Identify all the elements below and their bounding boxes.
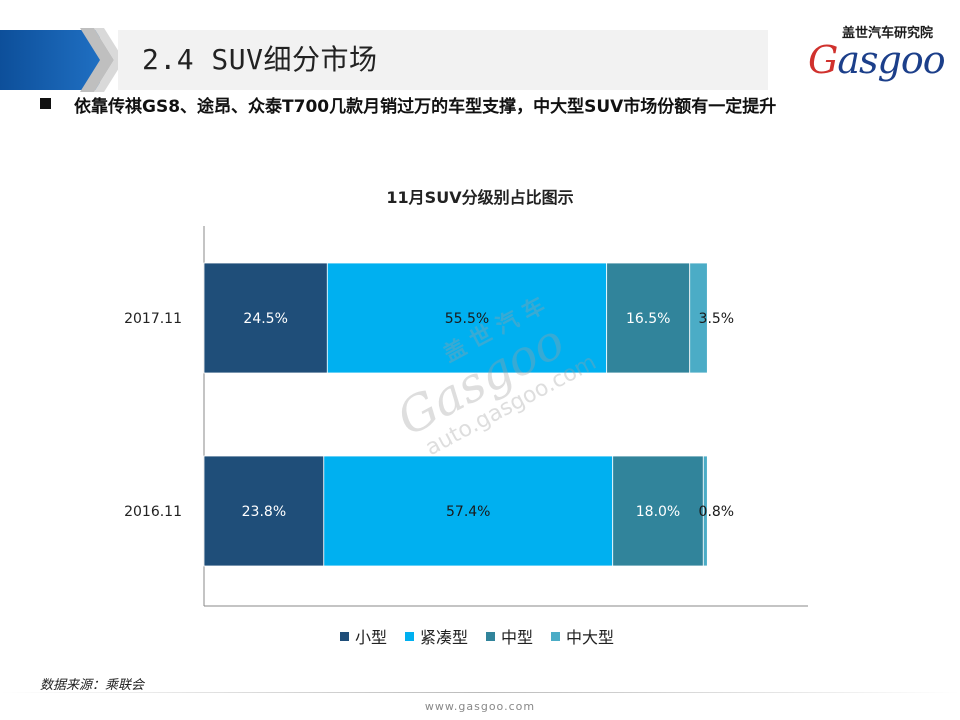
legend-swatch — [486, 631, 496, 641]
legend-swatch — [405, 631, 415, 641]
legend-item: 小型 — [340, 624, 387, 648]
data-label: 24.5% — [243, 311, 287, 327]
footer-url: www.gasgoo.com — [424, 700, 536, 713]
legend-label: 中型 — [501, 628, 534, 647]
bar-segment — [689, 262, 708, 374]
category-label: 2017.11 — [124, 311, 182, 327]
header-bar — [118, 30, 768, 90]
data-label: 0.8% — [699, 504, 735, 520]
page-title: 2.4 SUV细分市场 — [142, 43, 378, 76]
bar-segment — [606, 262, 691, 374]
logo-wordmark: Gasgoo — [808, 38, 946, 82]
legend-item: 中型 — [486, 624, 533, 648]
chart-legend: 小型 紧凑型 中型 中大型 — [340, 624, 614, 648]
bar-segment — [203, 262, 328, 374]
legend-label: 中大型 — [566, 628, 615, 647]
logo-caption: 盖世汽车研究院 — [842, 26, 934, 41]
header-accent-band — [0, 30, 100, 90]
bar-segment — [326, 262, 608, 374]
data-label: 16.5% — [626, 311, 670, 327]
footer-divider — [0, 692, 960, 693]
bar-segment — [323, 455, 614, 567]
legend-item: 中大型 — [551, 624, 614, 648]
bars-group: 2017.11 24.5% 55.5% 16.5% 3.5% 2016.11 23.8% 57… — [124, 262, 735, 567]
bar-segment — [612, 455, 704, 567]
gasgoo-logo: 盖世汽车研究院 Gasgoo — [790, 22, 950, 86]
legend-label: 紧凑型 — [420, 628, 469, 647]
data-label: 3.5% — [699, 311, 735, 327]
category-label: 2016.11 — [124, 504, 182, 520]
bullet-square-icon — [40, 98, 51, 109]
legend-swatch — [340, 631, 349, 641]
data-source: 数据来源：乘联会 — [40, 678, 145, 693]
legend-swatch — [551, 631, 561, 641]
bar-segment — [203, 455, 325, 567]
legend-label: 小型 — [355, 628, 388, 647]
chart-title: 11月SUV分级别占比图示 — [386, 188, 574, 207]
data-label: 23.8% — [242, 504, 286, 520]
logo-wordmark-g: G — [808, 38, 838, 82]
legend-item: 紧凑型 — [405, 624, 468, 648]
data-label: 18.0% — [636, 504, 680, 520]
logo-wordmark-rest: asgoo — [837, 38, 945, 82]
data-label: 55.5% — [445, 311, 489, 327]
slide-subtitle: 依靠传祺GS8、途昂、众泰T700几款月销过万的车型支撑，中大型SUV市场份额有… — [74, 97, 777, 117]
data-label: 57.4% — [446, 504, 490, 520]
bar-segment — [702, 455, 708, 567]
